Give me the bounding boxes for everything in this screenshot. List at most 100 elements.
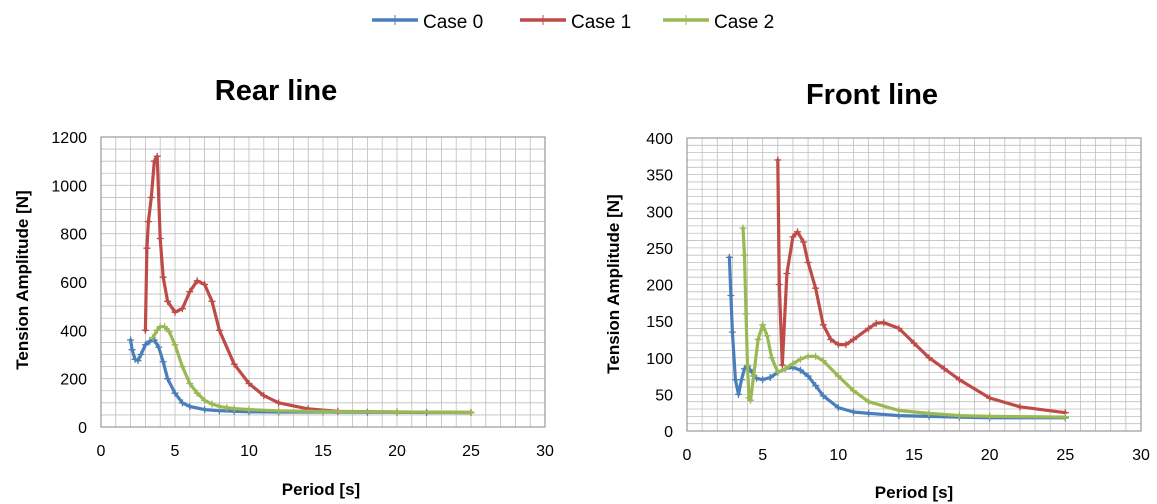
data-point-case-0 [766, 374, 774, 382]
data-point-case-0 [804, 372, 812, 380]
data-point-case-2 [165, 328, 173, 336]
x-tick-label: 10 [829, 447, 847, 464]
data-point-case-0 [759, 376, 767, 384]
data-point-case-2 [744, 361, 752, 369]
y-tick-label: 1000 [51, 178, 87, 195]
data-point-case-2 [739, 224, 747, 232]
chart-title: Front line [806, 79, 938, 111]
x-tick-label: 0 [683, 447, 692, 464]
legend-label-case-0: Case 0 [423, 12, 483, 33]
data-point-case-0 [734, 390, 742, 398]
data-point-case-1 [275, 399, 283, 407]
data-point-case-1 [178, 305, 186, 313]
series-case-0 [725, 253, 1069, 422]
x-tick-label: 10 [240, 443, 258, 460]
gridlines [100, 136, 546, 428]
data-point-case-2 [768, 354, 776, 362]
series-case-2 [739, 224, 1069, 421]
data-point-case-1 [804, 259, 812, 267]
data-point-case-2 [812, 352, 820, 360]
data-point-case-1 [143, 244, 151, 252]
data-point-case-2 [754, 335, 762, 343]
data-point-case-1 [789, 233, 797, 241]
data-point-case-2 [895, 406, 903, 414]
data-point-case-1 [230, 360, 238, 368]
data-point-case-0 [178, 399, 186, 407]
data-point-case-2 [161, 323, 169, 331]
data-point-case-0 [128, 346, 136, 354]
y-tick-label: 350 [646, 168, 673, 185]
data-point-case-2 [747, 396, 755, 404]
data-point-case-2 [849, 387, 857, 395]
y-tick-label: 100 [646, 351, 673, 368]
data-point-case-1 [215, 326, 223, 334]
data-point-case-0 [812, 382, 820, 390]
x-axis-label: Period [s] [282, 480, 360, 499]
x-tick-label: 20 [388, 443, 406, 460]
data-point-case-2 [797, 355, 804, 363]
data-point-case-2 [741, 251, 749, 259]
data-point-case-2 [275, 407, 283, 415]
legend-label-case-1: Case 1 [571, 12, 631, 33]
y-tick-label: 0 [664, 424, 673, 441]
data-point-case-2 [804, 352, 812, 360]
data-point-case-2 [789, 360, 797, 368]
data-point-case-0 [164, 375, 172, 383]
data-point-case-0 [727, 291, 735, 299]
x-tick-label: 15 [905, 447, 923, 464]
data-point-case-0 [171, 389, 179, 397]
y-tick-label: 800 [60, 227, 87, 244]
data-point-case-2 [178, 363, 186, 371]
data-point-case-1 [186, 288, 194, 296]
data-point-case-0 [797, 366, 804, 374]
data-point-case-1 [193, 277, 201, 285]
data-point-case-2 [467, 409, 475, 416]
data-point-case-1 [778, 361, 786, 369]
data-point-case-2 [819, 357, 827, 365]
data-point-case-1 [147, 193, 155, 201]
x-tick-label: 30 [536, 443, 554, 460]
data-point-case-1 [910, 339, 918, 347]
y-tick-label: 150 [646, 314, 673, 331]
legend: Case 0 Case 1 Case 2 [372, 12, 774, 33]
data-point-case-1 [812, 284, 820, 292]
data-point-case-0 [127, 336, 135, 344]
data-point-case-2 [215, 402, 223, 410]
data-point-case-2 [774, 368, 782, 376]
data-point-case-2 [230, 405, 238, 413]
data-point-case-2 [393, 408, 401, 416]
y-tick-label: 200 [60, 372, 87, 389]
gridlines [686, 137, 1142, 432]
data-point-case-1 [208, 297, 216, 305]
y-axis-label: Tension Amplitude [N] [13, 190, 32, 369]
data-point-case-2 [171, 341, 179, 349]
data-point-case-0 [186, 402, 194, 410]
data-point-case-0 [725, 253, 733, 261]
data-point-case-1 [849, 335, 857, 343]
data-point-case-2 [986, 412, 994, 420]
data-point-case-2 [1061, 413, 1069, 421]
series-line-case-1 [143, 154, 473, 415]
data-point-case-1 [1016, 403, 1024, 411]
data-point-case-1 [260, 392, 268, 400]
data-point-case-2 [223, 404, 231, 412]
series-case-1 [774, 156, 1069, 417]
legend-entry-case-0: Case 0 [372, 12, 483, 33]
y-tick-label: 200 [646, 278, 673, 295]
data-point-case-0 [146, 337, 154, 345]
data-point-case-1 [800, 238, 808, 246]
x-tick-label: 25 [462, 443, 480, 460]
data-point-case-2 [750, 372, 758, 380]
data-point-case-1 [986, 394, 994, 402]
y-tick-label: 400 [60, 323, 87, 340]
data-point-case-1 [834, 341, 842, 349]
data-point-case-1 [865, 324, 873, 332]
data-point-case-2 [925, 409, 933, 417]
data-point-case-2 [955, 412, 963, 420]
x-tick-label: 0 [97, 443, 106, 460]
data-point-case-1 [164, 297, 172, 305]
legend-entry-case-1: Case 1 [520, 12, 631, 33]
data-point-case-1 [895, 324, 903, 332]
data-point-case-2 [319, 408, 327, 416]
